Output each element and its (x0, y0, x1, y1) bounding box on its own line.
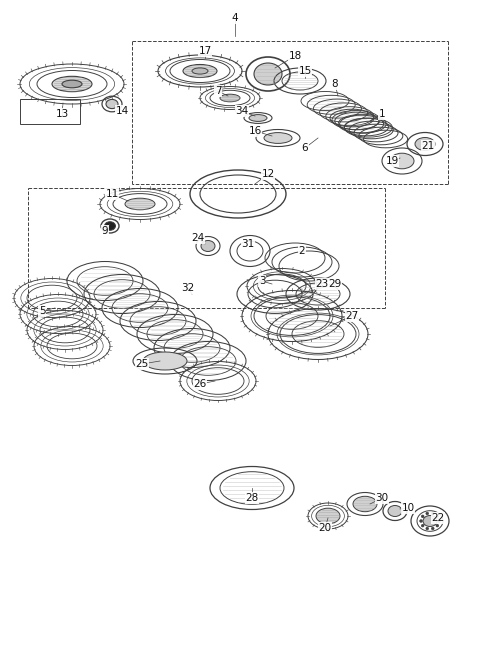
Ellipse shape (192, 68, 208, 74)
Text: 21: 21 (421, 141, 434, 151)
Ellipse shape (390, 154, 414, 169)
Ellipse shape (143, 352, 187, 370)
Ellipse shape (264, 133, 292, 144)
Text: 12: 12 (262, 169, 275, 179)
Text: 7: 7 (215, 86, 221, 96)
Text: 17: 17 (198, 46, 212, 56)
Text: 20: 20 (318, 523, 332, 533)
Circle shape (436, 524, 439, 527)
Text: 3: 3 (259, 276, 265, 286)
Text: 26: 26 (193, 379, 206, 389)
Ellipse shape (52, 76, 92, 92)
Ellipse shape (388, 506, 402, 516)
Circle shape (421, 524, 424, 527)
Bar (20, 99, 80, 124)
Text: 6: 6 (302, 143, 308, 153)
Text: 10: 10 (401, 503, 415, 513)
Text: 1: 1 (379, 109, 385, 119)
Text: 11: 11 (106, 189, 119, 199)
Text: 8: 8 (332, 79, 338, 89)
Circle shape (432, 527, 434, 530)
Text: 27: 27 (346, 311, 359, 321)
Ellipse shape (353, 497, 377, 512)
Ellipse shape (125, 198, 155, 210)
Text: 24: 24 (192, 233, 204, 243)
Text: 16: 16 (248, 126, 262, 136)
Text: 2: 2 (299, 246, 305, 256)
Circle shape (426, 527, 429, 530)
Ellipse shape (254, 63, 282, 85)
Circle shape (426, 512, 429, 515)
Text: 22: 22 (432, 513, 444, 523)
Circle shape (432, 512, 434, 515)
Text: 13: 13 (55, 109, 69, 119)
Circle shape (421, 515, 424, 518)
Text: 28: 28 (245, 493, 259, 503)
Ellipse shape (183, 64, 217, 77)
Text: 31: 31 (241, 239, 254, 249)
Text: 15: 15 (299, 66, 312, 76)
Text: 19: 19 (385, 156, 398, 166)
Text: 5: 5 (39, 306, 45, 316)
Ellipse shape (423, 516, 437, 527)
Ellipse shape (249, 115, 267, 121)
Text: 32: 32 (181, 283, 194, 293)
Ellipse shape (62, 80, 82, 88)
Text: 25: 25 (135, 359, 149, 369)
Circle shape (436, 515, 439, 518)
Text: 9: 9 (102, 226, 108, 236)
Ellipse shape (316, 508, 340, 523)
Text: 4: 4 (232, 13, 238, 23)
Text: 14: 14 (115, 106, 129, 116)
Ellipse shape (415, 138, 435, 150)
Circle shape (438, 520, 440, 522)
Circle shape (420, 520, 422, 522)
Text: 29: 29 (328, 279, 342, 289)
Ellipse shape (220, 94, 240, 102)
Text: 30: 30 (375, 493, 389, 503)
Ellipse shape (106, 100, 118, 109)
Ellipse shape (105, 222, 116, 230)
Ellipse shape (201, 241, 215, 251)
Text: 34: 34 (235, 106, 249, 116)
Text: 23: 23 (315, 279, 329, 289)
Text: 18: 18 (288, 51, 301, 61)
